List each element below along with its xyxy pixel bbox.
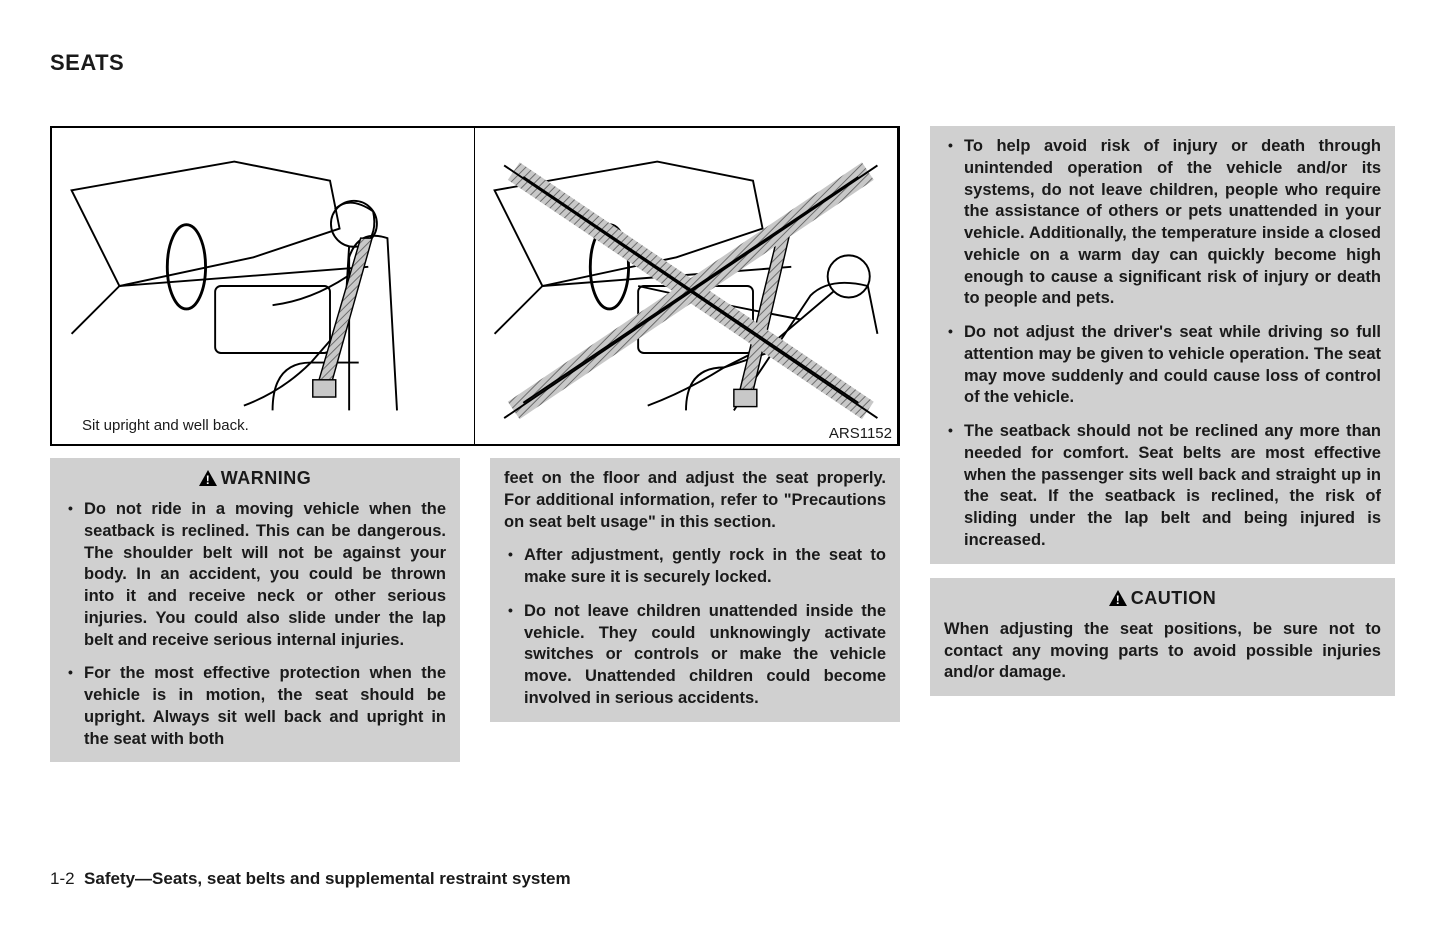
warning-continuation: feet on the floor and adjust the seat pr… — [504, 468, 886, 533]
warning-list-col3: To help avoid risk of injury or death th… — [944, 136, 1381, 552]
caution-title: ! CAUTION — [944, 588, 1381, 611]
caution-body: When adjusting the seat positions, be su… — [944, 619, 1381, 684]
figure-caption: Sit upright and well back. — [82, 417, 249, 434]
warning-item: Do not ride in a moving vehicle when the… — [64, 499, 446, 651]
warning-item: To help avoid risk of injury or death th… — [944, 136, 1381, 310]
footer-section: Safety—Seats, seat belts and supplementa… — [84, 869, 571, 888]
warning-box-col3: To help avoid risk of injury or death th… — [930, 126, 1395, 564]
caution-icon: ! — [1109, 590, 1127, 611]
warning-title-text: WARNING — [221, 468, 312, 488]
column-2: feet on the floor and adjust the seat pr… — [490, 458, 900, 776]
warning-title: ! WARNING — [64, 468, 446, 491]
warning-item: Do not adjust the driver's seat while dr… — [944, 322, 1381, 409]
illustration-reclined — [485, 138, 887, 434]
warning-box-col1: ! WARNING Do not ride in a moving vehicl… — [50, 458, 460, 762]
illustration-upright — [62, 138, 464, 434]
warning-box-col2: feet on the floor and adjust the seat pr… — [490, 458, 900, 722]
warning-item: For the most effective protection when t… — [64, 663, 446, 750]
section-header: SEATS — [50, 50, 1395, 76]
figure-panel-incorrect — [475, 128, 898, 444]
warning-item: The seatback should not be reclined any … — [944, 421, 1381, 552]
warning-item: After adjustment, gently rock in the sea… — [504, 545, 886, 589]
caution-box: ! CAUTION When adjusting the seat positi… — [930, 578, 1395, 696]
warning-icon: ! — [199, 470, 217, 491]
two-column-text: ! WARNING Do not ride in a moving vehicl… — [50, 458, 900, 776]
warning-item: Do not leave children unattended inside … — [504, 601, 886, 710]
left-block: Sit upright and well back. — [50, 126, 900, 776]
figure-code: ARS1152 — [829, 425, 892, 442]
figure-panel-correct: Sit upright and well back. — [52, 128, 475, 444]
page-footer: 1-2 Safety—Seats, seat belts and supplem… — [50, 869, 571, 889]
warning-list-col1: Do not ride in a moving vehicle when the… — [64, 499, 446, 750]
page-number: 1-2 — [50, 869, 75, 888]
column-1: ! WARNING Do not ride in a moving vehicl… — [50, 458, 460, 776]
content-area: Sit upright and well back. — [50, 126, 1395, 776]
svg-text:!: ! — [1116, 593, 1121, 606]
column-3: To help avoid risk of injury or death th… — [930, 126, 1395, 776]
caution-title-text: CAUTION — [1131, 588, 1217, 608]
warning-list-col2: After adjustment, gently rock in the sea… — [504, 545, 886, 709]
svg-text:!: ! — [206, 473, 211, 486]
figure-container: Sit upright and well back. — [50, 126, 900, 446]
